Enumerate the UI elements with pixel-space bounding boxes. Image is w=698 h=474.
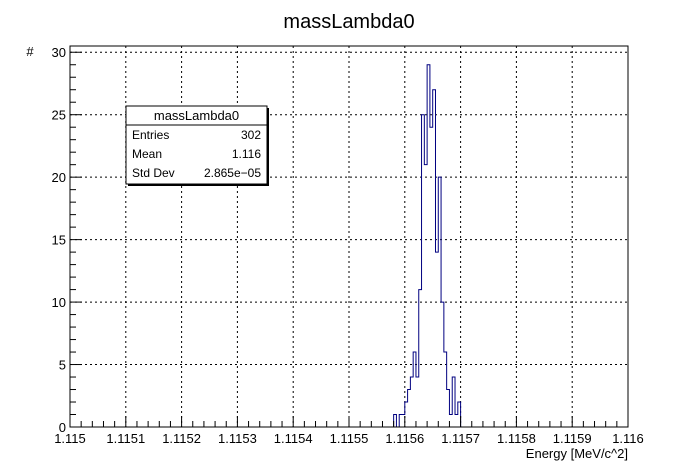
stats-row-value: 2.865e−05	[204, 166, 261, 180]
stats-row-label: Entries	[132, 128, 169, 142]
x-tick-label: 1.1152	[162, 431, 201, 446]
y-tick-label: 30	[52, 45, 66, 60]
y-tick-label: 20	[52, 170, 66, 185]
x-tick-label: 1.116	[612, 431, 644, 446]
y-tick-label: 0	[59, 420, 66, 435]
x-tick-label: 1.1156	[385, 431, 424, 446]
x-tick-label: 1.1155	[330, 431, 369, 446]
chart-title: massLambda0	[283, 11, 414, 33]
x-tick-label: 1.115	[54, 431, 86, 446]
stats-box-frame	[125, 105, 268, 185]
y-tick-label: 5	[59, 358, 66, 373]
stats-box: massLambda0 Entries 302 Mean 1.116 Std Dev 2.8…	[125, 105, 269, 186]
x-tick-label: 1.1151	[106, 431, 145, 446]
stats-row-label: Mean	[132, 147, 162, 161]
y-axis: 0 5 10 15 20 25 30	[52, 45, 82, 435]
histogram-series	[393, 64, 462, 428]
y-tick-label: 25	[52, 108, 66, 123]
x-axis: 1.115 1.1151 1.1152 1.1153 1.1154 1.1155 1.115…	[54, 416, 644, 446]
grid-lines	[69, 46, 629, 428]
stats-row-value: 302	[241, 128, 261, 142]
stats-row-value: 1.116	[232, 147, 261, 161]
x-axis-label: Energy [MeV/c^2]	[526, 446, 628, 461]
x-tick-label: 1.1154	[274, 431, 313, 446]
histogram-bin	[424, 165, 427, 427]
histogram-outline	[393, 64, 462, 428]
y-tick-label: 15	[52, 233, 66, 248]
x-tick-label: 1.1157	[441, 431, 480, 446]
histogram-bin	[430, 127, 433, 427]
histogram-bin	[455, 415, 458, 427]
stats-row-label: Std Dev	[132, 166, 175, 180]
y-tick-label: 10	[52, 295, 66, 310]
histogram-bin	[435, 252, 438, 427]
x-tick-label: 1.1158	[497, 431, 536, 446]
x-tick-label: 1.1159	[553, 431, 592, 446]
histogram-bin	[416, 377, 419, 427]
x-tick-label: 1.1153	[218, 431, 257, 446]
stats-box-title: massLambda0	[154, 108, 239, 123]
y-axis-label: #	[26, 44, 34, 59]
